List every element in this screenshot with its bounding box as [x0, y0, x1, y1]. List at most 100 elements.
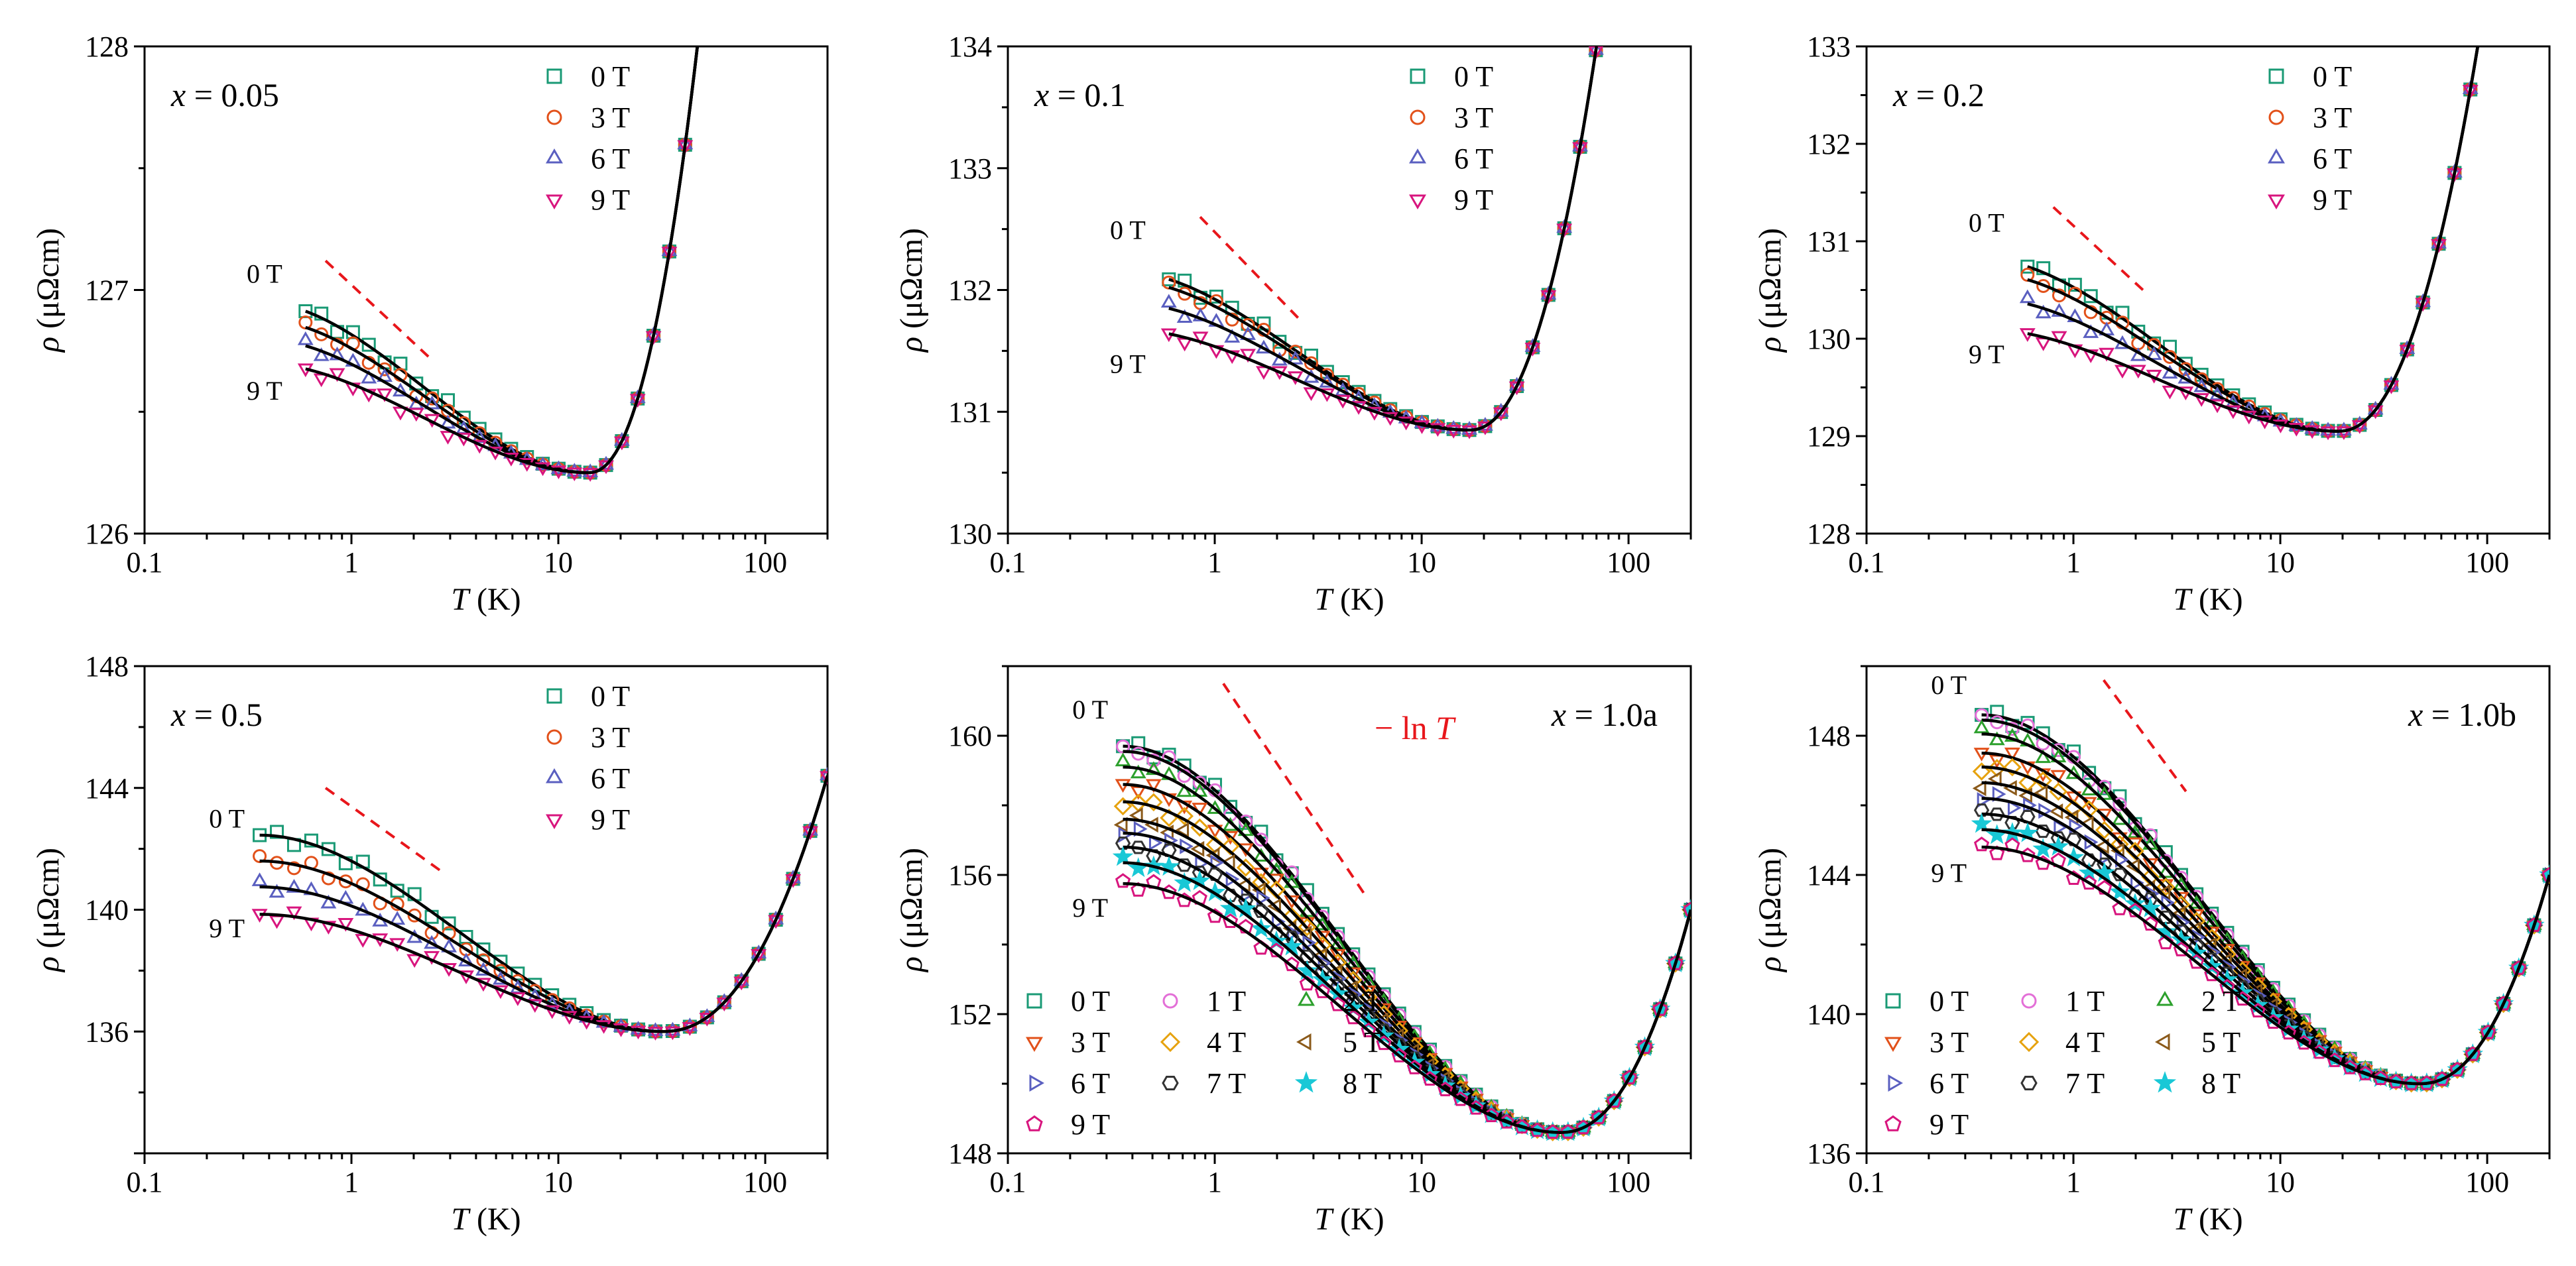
- y-tick-label: 129: [1807, 420, 1851, 453]
- y-tick-label: 144: [85, 772, 129, 805]
- data-point: [2495, 996, 2512, 1011]
- legend-marker: [2021, 993, 2037, 1009]
- y-tick-label: 132: [948, 274, 992, 307]
- data-point: [1115, 836, 1131, 850]
- data-point: [1222, 831, 1239, 845]
- legend-marker: [546, 814, 563, 830]
- legend-label: 3 T: [1071, 1026, 1110, 1059]
- y-axis-label: ρ (μΩcm): [894, 228, 929, 353]
- data-point: [338, 874, 353, 889]
- legend-marker: [2154, 1033, 2170, 1051]
- x-tick-label: 0.1: [990, 1166, 1026, 1198]
- field-label: 9 T: [209, 913, 245, 943]
- data-point: [2035, 304, 2052, 319]
- data-point: [314, 327, 329, 341]
- data-point: [297, 331, 314, 345]
- data-point: [2049, 803, 2063, 820]
- y-tick-label: 131: [1807, 225, 1851, 258]
- data-point: [476, 953, 491, 968]
- legend-label: 6 T: [1071, 1067, 1110, 1100]
- legend-marker: [1884, 1115, 1902, 1131]
- series-9t-points: [1160, 46, 1604, 439]
- data-point: [269, 884, 285, 898]
- legend-marker: [546, 194, 563, 210]
- data-point: [820, 771, 828, 785]
- data-point: [1268, 943, 1284, 958]
- legend-marker: [1029, 1074, 1045, 1092]
- minus-lnT-guide-line: [1199, 215, 1302, 321]
- legend-label: 9 T: [591, 184, 630, 216]
- chart-panel-4: 0.1 1 10 100 136 140 144 148 T (K) ρ (μΩcm) x = 0.…: [31, 650, 829, 1237]
- legend-marker: [1410, 109, 1426, 125]
- data-point: [1508, 381, 1525, 396]
- fit-curve-0t: [2027, 46, 2480, 433]
- data-point: [566, 467, 583, 482]
- legend-label: 9 T: [1454, 184, 1493, 216]
- data-point: [1241, 317, 1255, 332]
- data-point: [1989, 731, 2005, 746]
- y-axis-label: ρ (μΩcm): [894, 848, 929, 973]
- legend-marker: [2268, 109, 2284, 125]
- data-point: [1253, 868, 1269, 882]
- data-point: [286, 878, 302, 893]
- data-point: [751, 949, 767, 963]
- data-point: [1130, 764, 1146, 779]
- y-tick-label: 128: [85, 30, 129, 63]
- data-point: [337, 917, 354, 932]
- legend-label: 3 T: [1930, 1026, 1969, 1059]
- legend-marker: [1884, 1037, 1902, 1053]
- legend-label: 9 T: [1930, 1108, 1969, 1141]
- data-point: [1112, 846, 1134, 866]
- fit-curve-6t: [2027, 46, 2480, 433]
- data-point: [2113, 797, 2127, 811]
- x-tick-label: 100: [1607, 1166, 1650, 1198]
- data-point: [269, 915, 285, 929]
- data-point: [1115, 752, 1131, 767]
- y-tick-label: 152: [948, 998, 992, 1031]
- data-point: [1973, 836, 1990, 852]
- series-3t-points: [1162, 46, 1603, 437]
- legend: 0 T 1 T 2 T 3 T 4 T 5 T 6 T 7 T 8 T 9 T: [1884, 985, 2240, 1141]
- fit-curve-0t: [304, 46, 699, 475]
- data-point: [1971, 813, 1993, 833]
- data-point: [1461, 421, 1477, 435]
- data-point: [424, 909, 439, 924]
- data-point: [2051, 743, 2065, 758]
- data-point: [298, 304, 313, 318]
- minus-lnT-guide-line: [1222, 683, 1369, 900]
- data-point: [2097, 779, 2112, 794]
- x-tick-label: 10: [1407, 1166, 1436, 1198]
- data-point: [2007, 799, 2022, 816]
- data-point: [2095, 838, 2109, 854]
- data-point: [2081, 853, 2097, 867]
- fit-curve-0t: [1168, 46, 1598, 432]
- y-tick-label: 140: [85, 894, 129, 927]
- data-point: [2004, 747, 2020, 762]
- plot-frame: [1007, 45, 1692, 535]
- data-point: [1683, 901, 1691, 917]
- field-label: 0 T: [247, 259, 282, 288]
- series-0t-points: [1162, 46, 1603, 437]
- x-axis-label: T (K): [1314, 582, 1384, 617]
- legend-label: 0 T: [591, 60, 630, 93]
- data-point: [406, 954, 423, 968]
- data-point: [1176, 309, 1193, 323]
- chart-panel-5: 0.1 1 10 100 148 152 156 160 T (K) ρ (μΩcm) x = 1.…: [894, 665, 1692, 1237]
- data-point: [2383, 376, 2400, 390]
- panel-label: x = 1.0a: [1551, 696, 1658, 733]
- legend-marker: [1294, 1071, 1318, 1093]
- chart-panel-6: 0.1 1 10 100 136 140 144 148 T (K) ρ (μΩcm) x = 1.…: [1752, 665, 2551, 1237]
- data-point: [1989, 845, 2005, 860]
- data-point: [2388, 1073, 2404, 1088]
- legend-label: 3 T: [591, 721, 630, 754]
- legend-label: 6 T: [2313, 143, 2352, 175]
- legend-label: 5 T: [1343, 1026, 1382, 1059]
- series-0t-points: [2020, 82, 2478, 438]
- legend-marker: [1162, 993, 1178, 1009]
- legend-marker: [1162, 1075, 1179, 1091]
- data-point: [2079, 800, 2099, 819]
- y-tick-label: 160: [948, 720, 992, 752]
- data-point: [2093, 862, 2115, 882]
- data-point: [1987, 771, 2002, 787]
